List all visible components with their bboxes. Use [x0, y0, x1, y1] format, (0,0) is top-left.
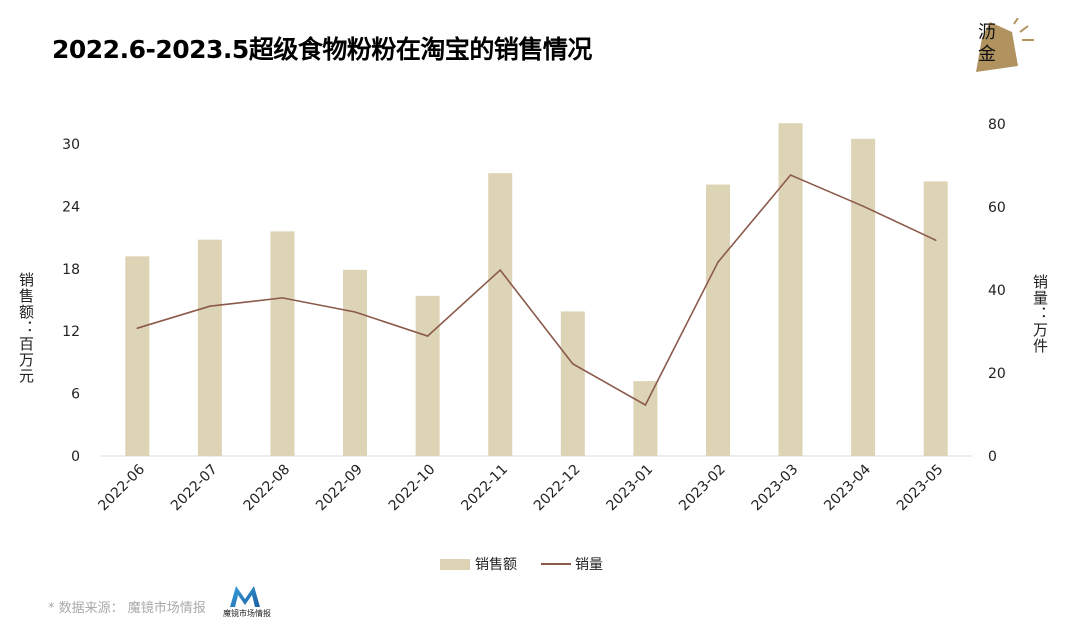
x-tick-label: 2023-02	[676, 462, 729, 515]
bar	[488, 173, 513, 456]
y-tick-label-right: 60	[988, 200, 1006, 216]
y-tick-label-left: 24	[62, 199, 80, 215]
x-tick-label: 2022-08	[241, 462, 294, 515]
y-tick-label-left: 18	[62, 262, 80, 278]
y-tick-label-right: 0	[988, 449, 997, 465]
line-point	[354, 311, 356, 313]
line-point	[717, 261, 719, 263]
bar	[125, 256, 150, 456]
x-tick-label: 2023-04	[821, 461, 874, 514]
source-logo-text: 魔镜市场情报	[223, 609, 271, 618]
bar	[778, 123, 803, 456]
line-point	[644, 404, 647, 406]
y-tick-label-right: 80	[988, 117, 1006, 133]
line-point	[426, 335, 429, 337]
y-axis-left-label: 销售额：百万元	[17, 272, 35, 384]
line-point	[862, 205, 864, 207]
line-point	[499, 269, 502, 271]
bar	[633, 381, 658, 456]
y-tick-label-right: 40	[988, 283, 1006, 299]
legend-label-line: 销量	[575, 557, 603, 573]
brand-logo-text: 沥 金	[978, 22, 998, 66]
source-logo-icon	[230, 586, 260, 607]
line-point	[571, 363, 574, 365]
bar	[560, 311, 585, 456]
bar	[851, 138, 876, 457]
line-point	[934, 239, 937, 241]
y-tick-label-left: 0	[71, 449, 80, 465]
x-tick-label: 2022-10	[386, 462, 439, 515]
line-point	[789, 174, 792, 176]
x-tick-label: 2022-06	[95, 461, 148, 514]
bar	[343, 269, 368, 456]
legend-label-bar: 销售额	[475, 557, 517, 573]
line-point	[209, 305, 211, 307]
line-series	[137, 174, 937, 407]
x-tick-label: 2023-03	[749, 462, 802, 515]
y-axis-right-label: 销量：万件	[1031, 274, 1049, 354]
x-tick-label: 2022-09	[313, 462, 366, 515]
bar	[197, 239, 222, 456]
legend-bar-swatch	[440, 559, 470, 570]
line-point	[281, 297, 284, 299]
bar	[923, 181, 948, 456]
y-tick-label-left: 30	[62, 137, 80, 153]
bar	[705, 184, 730, 456]
brand-logo	[976, 18, 1034, 72]
logo-char-bottom: 金	[978, 44, 996, 65]
x-tick-label: 2022-12	[531, 462, 584, 515]
x-tick-label: 2023-01	[604, 462, 657, 515]
source-note: * 数据来源： 魔镜市场情报	[48, 601, 206, 616]
line-point	[136, 327, 139, 329]
logo-char-top: 沥	[978, 22, 996, 43]
bar	[270, 231, 295, 456]
bar	[415, 295, 440, 456]
x-tick-label: 2023-05	[894, 462, 947, 515]
y-tick-label-left: 12	[62, 324, 80, 340]
y-tick-label-left: 6	[71, 387, 80, 403]
chart-title: 2022.6-2023.5超级食物粉粉在淘宝的销售情况	[52, 35, 592, 64]
x-tick-label: 2022-11	[458, 462, 511, 515]
x-tick-label: 2022-07	[168, 462, 221, 515]
y-tick-label-right: 20	[988, 366, 1006, 382]
